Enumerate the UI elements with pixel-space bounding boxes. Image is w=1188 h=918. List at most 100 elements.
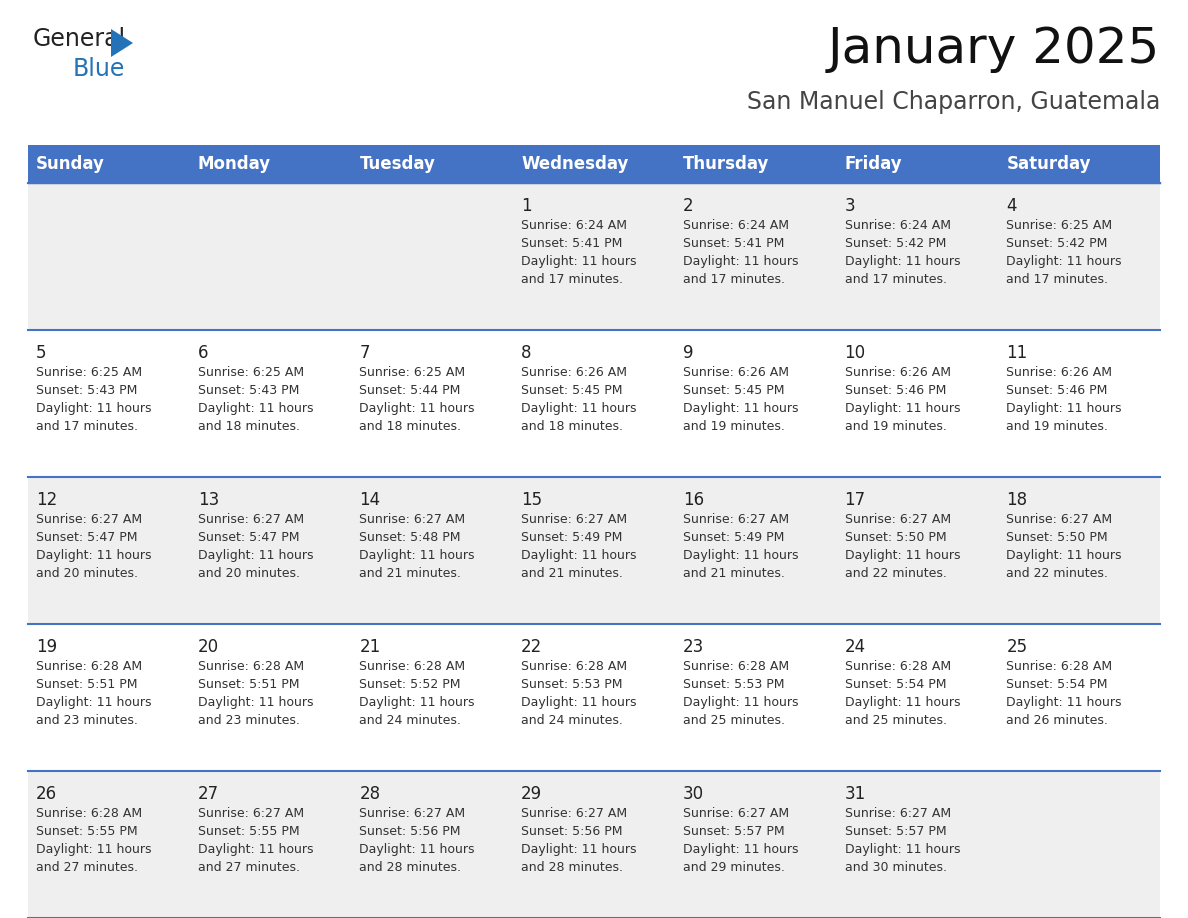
Text: and 17 minutes.: and 17 minutes. [683,273,785,286]
Text: and 20 minutes.: and 20 minutes. [36,567,138,580]
Text: and 17 minutes.: and 17 minutes. [1006,273,1108,286]
Text: Sunset: 5:45 PM: Sunset: 5:45 PM [522,384,623,397]
Text: Sunset: 5:42 PM: Sunset: 5:42 PM [845,237,946,250]
Text: Daylight: 11 hours: Daylight: 11 hours [683,402,798,415]
Text: Daylight: 11 hours: Daylight: 11 hours [1006,255,1121,268]
Text: Sunday: Sunday [36,155,105,173]
Text: Sunrise: 6:27 AM: Sunrise: 6:27 AM [360,513,466,526]
Text: 11: 11 [1006,344,1028,362]
Text: Sunset: 5:51 PM: Sunset: 5:51 PM [197,678,299,691]
Text: 16: 16 [683,491,704,509]
Text: Sunset: 5:42 PM: Sunset: 5:42 PM [1006,237,1107,250]
Text: and 28 minutes.: and 28 minutes. [522,861,624,874]
Text: and 17 minutes.: and 17 minutes. [36,420,138,433]
Text: Sunrise: 6:27 AM: Sunrise: 6:27 AM [1006,513,1112,526]
Text: Sunset: 5:49 PM: Sunset: 5:49 PM [683,531,784,544]
Text: Sunset: 5:55 PM: Sunset: 5:55 PM [197,825,299,838]
Text: Sunset: 5:43 PM: Sunset: 5:43 PM [36,384,138,397]
Bar [29,624,1159,771]
Text: 5: 5 [36,344,46,362]
Text: Sunrise: 6:28 AM: Sunrise: 6:28 AM [197,660,304,673]
Text: Sunrise: 6:28 AM: Sunrise: 6:28 AM [36,807,143,820]
Text: Sunrise: 6:25 AM: Sunrise: 6:25 AM [1006,219,1112,232]
Text: Sunrise: 6:27 AM: Sunrise: 6:27 AM [683,513,789,526]
Text: Sunrise: 6:27 AM: Sunrise: 6:27 AM [36,513,143,526]
Text: 20: 20 [197,638,219,656]
Text: Daylight: 11 hours: Daylight: 11 hours [36,843,152,856]
Text: Daylight: 11 hours: Daylight: 11 hours [522,255,637,268]
Text: Sunrise: 6:27 AM: Sunrise: 6:27 AM [845,513,950,526]
Text: Daylight: 11 hours: Daylight: 11 hours [683,843,798,856]
Text: Thursday: Thursday [683,155,770,173]
Text: Sunset: 5:41 PM: Sunset: 5:41 PM [683,237,784,250]
Text: Sunset: 5:41 PM: Sunset: 5:41 PM [522,237,623,250]
Text: 4: 4 [1006,197,1017,215]
Text: Sunset: 5:54 PM: Sunset: 5:54 PM [1006,678,1107,691]
Text: Daylight: 11 hours: Daylight: 11 hours [360,402,475,415]
Text: Daylight: 11 hours: Daylight: 11 hours [845,843,960,856]
Text: 13: 13 [197,491,219,509]
Text: Sunrise: 6:25 AM: Sunrise: 6:25 AM [197,366,304,379]
Text: Sunrise: 6:25 AM: Sunrise: 6:25 AM [36,366,143,379]
Text: Daylight: 11 hours: Daylight: 11 hours [522,843,637,856]
Text: 30: 30 [683,785,704,803]
Text: Daylight: 11 hours: Daylight: 11 hours [683,696,798,709]
Text: Daylight: 11 hours: Daylight: 11 hours [360,696,475,709]
Text: Daylight: 11 hours: Daylight: 11 hours [522,402,637,415]
Text: Saturday: Saturday [1006,155,1091,173]
Polygon shape [110,29,133,57]
Text: 17: 17 [845,491,866,509]
Text: 12: 12 [36,491,57,509]
Text: 2: 2 [683,197,694,215]
Text: Sunset: 5:55 PM: Sunset: 5:55 PM [36,825,138,838]
Text: Daylight: 11 hours: Daylight: 11 hours [683,255,798,268]
Text: Sunrise: 6:26 AM: Sunrise: 6:26 AM [845,366,950,379]
Text: Sunset: 5:45 PM: Sunset: 5:45 PM [683,384,784,397]
Text: General: General [33,27,126,51]
Text: and 17 minutes.: and 17 minutes. [522,273,624,286]
Text: 9: 9 [683,344,694,362]
Text: Sunset: 5:53 PM: Sunset: 5:53 PM [522,678,623,691]
Text: and 28 minutes.: and 28 minutes. [360,861,461,874]
Text: Sunrise: 6:27 AM: Sunrise: 6:27 AM [683,807,789,820]
Text: Daylight: 11 hours: Daylight: 11 hours [197,549,314,562]
Text: Sunrise: 6:27 AM: Sunrise: 6:27 AM [522,513,627,526]
Text: Tuesday: Tuesday [360,155,435,173]
Text: Daylight: 11 hours: Daylight: 11 hours [197,696,314,709]
Text: and 22 minutes.: and 22 minutes. [1006,567,1108,580]
Text: 25: 25 [1006,638,1028,656]
Text: 14: 14 [360,491,380,509]
Text: 27: 27 [197,785,219,803]
Text: and 21 minutes.: and 21 minutes. [522,567,623,580]
Text: Sunset: 5:53 PM: Sunset: 5:53 PM [683,678,784,691]
Text: Sunset: 5:47 PM: Sunset: 5:47 PM [36,531,138,544]
Bar [29,330,1159,477]
Text: 7: 7 [360,344,369,362]
Text: and 21 minutes.: and 21 minutes. [360,567,461,580]
Text: Sunrise: 6:27 AM: Sunrise: 6:27 AM [522,807,627,820]
Text: Sunset: 5:46 PM: Sunset: 5:46 PM [845,384,946,397]
Text: Sunset: 5:57 PM: Sunset: 5:57 PM [845,825,946,838]
Text: Sunrise: 6:27 AM: Sunrise: 6:27 AM [845,807,950,820]
Text: 1: 1 [522,197,532,215]
Text: and 17 minutes.: and 17 minutes. [845,273,947,286]
Text: and 24 minutes.: and 24 minutes. [360,714,461,727]
Text: 19: 19 [36,638,57,656]
Text: and 22 minutes.: and 22 minutes. [845,567,947,580]
Text: and 30 minutes.: and 30 minutes. [845,861,947,874]
Text: Sunset: 5:44 PM: Sunset: 5:44 PM [360,384,461,397]
Text: Daylight: 11 hours: Daylight: 11 hours [1006,696,1121,709]
Text: and 29 minutes.: and 29 minutes. [683,861,785,874]
Text: and 25 minutes.: and 25 minutes. [845,714,947,727]
Text: Sunrise: 6:28 AM: Sunrise: 6:28 AM [360,660,466,673]
Text: 31: 31 [845,785,866,803]
Text: 24: 24 [845,638,866,656]
Text: Sunrise: 6:28 AM: Sunrise: 6:28 AM [845,660,950,673]
Text: Friday: Friday [845,155,902,173]
Text: Sunrise: 6:28 AM: Sunrise: 6:28 AM [36,660,143,673]
Text: Sunrise: 6:28 AM: Sunrise: 6:28 AM [522,660,627,673]
Text: Sunrise: 6:27 AM: Sunrise: 6:27 AM [197,807,304,820]
Text: Sunrise: 6:26 AM: Sunrise: 6:26 AM [683,366,789,379]
Text: and 18 minutes.: and 18 minutes. [360,420,461,433]
Text: Sunset: 5:49 PM: Sunset: 5:49 PM [522,531,623,544]
